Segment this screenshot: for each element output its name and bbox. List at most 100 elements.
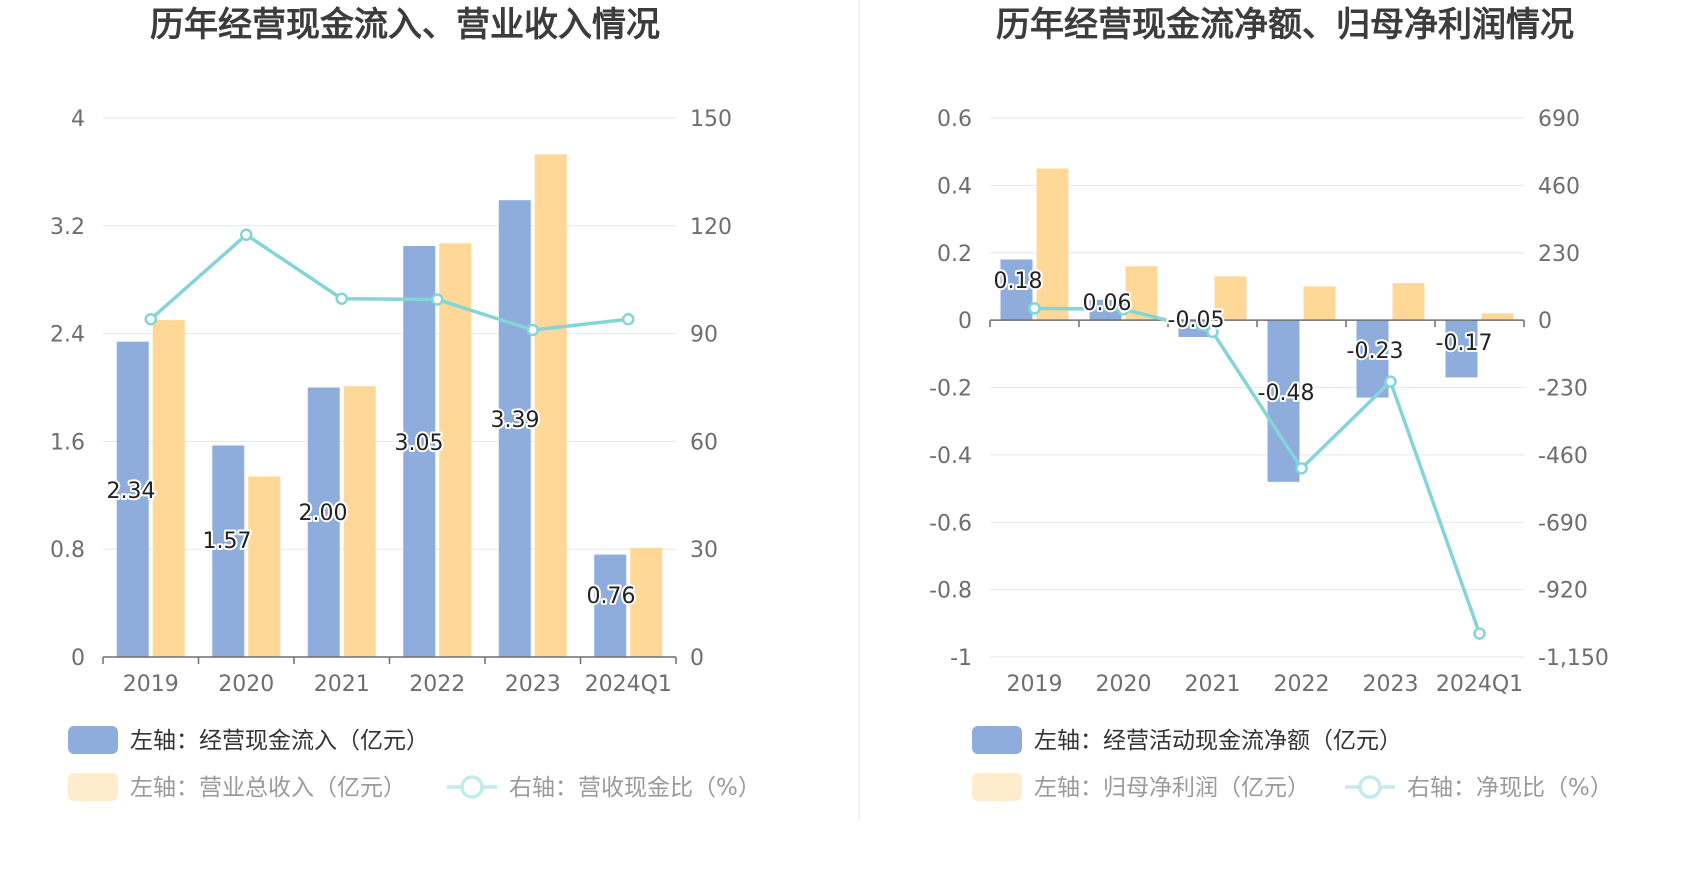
bar-secondary-2024Q1 [630,547,663,657]
bar-secondary-2023 [1392,283,1425,321]
y-right-tick-label: 230 [1538,242,1580,267]
line-point-2024Q1 [1473,627,1486,640]
line-series-1 [149,233,629,332]
bar-secondary-2021 [343,386,376,657]
line-point-2023 [1384,375,1397,388]
legend-swatch-line-marker [1358,775,1382,799]
data-label-2019: 0.18 [994,269,1043,294]
y-right-tick-label: -1,150 [1538,646,1609,671]
y-left-tick-label: 0 [71,646,85,671]
y-right-tick-label: 120 [690,215,732,240]
bar-primary-2020 [212,445,245,657]
legend-label: 右轴：营收现金比（%） [509,775,761,801]
y-left-tick-label: 2.4 [50,323,85,348]
legend-swatch-bar-primary [68,726,118,754]
x-tick-label: 2021 [1185,672,1241,697]
y-right-tick-label: -230 [1538,377,1588,402]
legend-label: 左轴：归母净利润（亿元） [1034,775,1310,801]
bar-secondary-2022 [439,243,472,657]
y-right-tick-label: 690 [1538,107,1580,132]
data-label-2024Q1: 0.76 [587,584,636,609]
line-series-2 [1034,306,1482,635]
bar-primary-2022 [403,246,436,657]
y-left-tick-label: 0.8 [50,538,85,563]
x-tick-label: 2024Q1 [585,672,672,697]
legend-swatch-bar-primary [972,726,1022,754]
data-label-2022: 3.05 [395,431,444,456]
line-point-2019 [144,312,157,326]
y-left-tick-label: 1.6 [50,430,85,455]
x-tick-label: 2022 [409,672,465,697]
bar-secondary-2023 [534,154,567,657]
y-right-tick-label: 0 [690,646,704,671]
bar-secondary-2021 [1214,276,1247,321]
y-left-tick-label: -0.8 [929,579,972,604]
legend-swatch-line-marker [460,775,484,799]
line-point-2022 [1295,462,1308,475]
x-tick-label: 2023 [505,672,561,697]
y-right-tick-label: 30 [690,538,718,563]
y-right-tick-label: 0 [1538,309,1552,334]
data-label-2024Q1: -0.17 [1436,331,1493,356]
bar-primary-2024Q1 [594,554,627,657]
y-left-tick-label: -0.2 [929,377,972,402]
bar-primary-2019 [1000,259,1033,321]
y-right-tick-label: 90 [690,323,718,348]
line-point-2020 [1117,303,1130,316]
data-label-2022: -0.48 [1258,381,1315,406]
data-label-2021: -0.05 [1168,308,1225,333]
legend-label: 左轴：营业总收入（亿元） [130,775,406,801]
chart-title-left: 历年经营现金流入、营业收入情况 [150,5,660,45]
y-right-tick-label: -690 [1538,511,1588,536]
y-right-tick-label: -920 [1538,579,1588,604]
y-left-tick-label: 0.6 [937,107,972,132]
y-right-tick-label: 460 [1538,174,1580,199]
x-tick-label: 2019 [1007,672,1063,697]
bar-primary-2019 [116,341,149,657]
data-label-2019: 2.34 [107,479,156,504]
bar-secondary-2019 [1036,168,1069,321]
bar-secondary-2024Q1 [1481,313,1514,321]
legend-label: 左轴：经营活动现金流净额（亿元） [1034,728,1402,754]
y-right-tick-label: -460 [1538,444,1588,469]
y-left-tick-label: -0.6 [929,511,972,536]
x-tick-label: 2022 [1274,672,1330,697]
bar-primary-2023 [1356,320,1389,398]
legend-swatch-bar-secondary [972,773,1022,801]
chart-title-right: 历年经营现金流净额、归母净利润情况 [996,5,1574,45]
legend-label: 右轴：净现比（%） [1407,775,1613,801]
y-left-tick-label: 0.4 [937,174,972,199]
line-point-2021 [335,292,348,305]
line-point-2023 [526,323,539,337]
bar-secondary-2020 [248,476,281,657]
legend-label: 左轴：经营现金流入（亿元） [130,728,429,754]
y-left-tick-label: 3.2 [50,215,85,240]
bar-primary-2023 [498,200,531,657]
x-tick-label: 2020 [1096,672,1152,697]
data-label-2020: 0.06 [1083,291,1132,316]
bar-primary-2024Q1 [1445,320,1478,378]
x-tick-label: 2023 [1363,672,1419,697]
data-label-2023: -0.23 [1347,339,1404,364]
x-tick-label: 2024Q1 [1436,672,1523,697]
y-left-tick-label: 0.2 [937,242,972,267]
x-tick-label: 2021 [314,672,370,697]
line-point-2024Q1 [622,312,635,326]
data-label-2023: 3.39 [491,408,540,433]
bar-secondary-2019 [152,320,185,657]
line-point-2022 [431,293,444,306]
x-tick-label: 2020 [218,672,274,697]
y-right-tick-label: 150 [690,107,732,132]
bar-secondary-2022 [1303,286,1336,321]
y-right-tick-label: 60 [690,430,718,455]
legend-swatch-bar-secondary [68,773,118,801]
line-point-2019 [1028,302,1041,315]
y-left-tick-label: 0 [958,309,972,334]
y-left-tick-label: -0.4 [929,444,972,469]
data-label-2020: 1.57 [203,529,252,554]
x-tick-label: 2019 [123,672,179,697]
data-label-2021: 2.00 [299,501,348,526]
y-left-tick-label: 4 [71,107,85,132]
line-point-2021 [1206,325,1219,339]
